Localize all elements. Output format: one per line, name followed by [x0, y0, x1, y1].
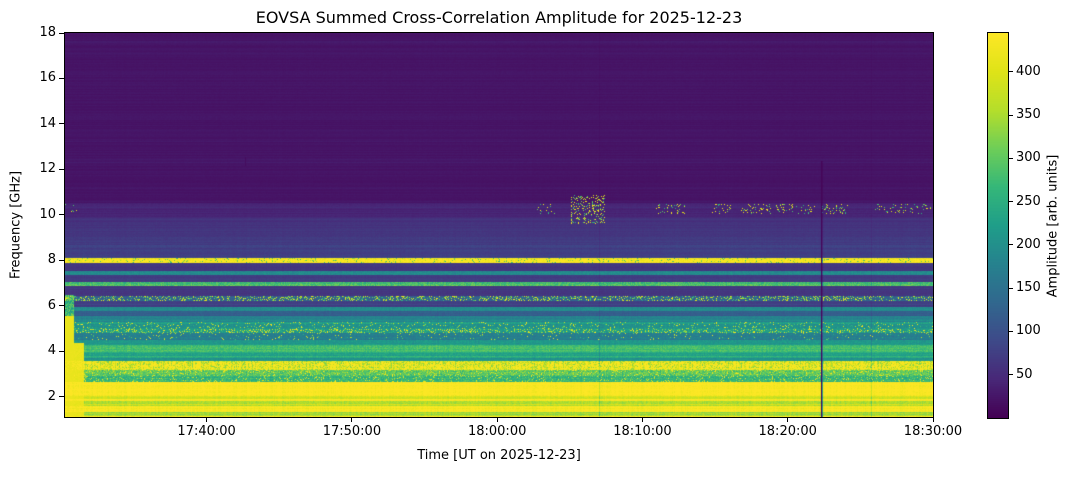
y-tick-label: 14 — [39, 115, 56, 131]
y-axis-tick — [59, 77, 64, 79]
spectrogram-heatmap — [65, 33, 933, 417]
x-axis-tick — [496, 418, 498, 422]
colorbar-frame — [987, 32, 1009, 419]
x-tick-label: 17:40:00 — [177, 424, 236, 439]
y-tick-label: 18 — [39, 25, 56, 40]
x-tick-label: 18:10:00 — [613, 424, 672, 439]
colorbar-tick — [1009, 244, 1013, 246]
x-axis-tick — [206, 418, 208, 422]
x-tick-label: 17:50:00 — [322, 424, 382, 439]
colorbar-gradient — [988, 33, 1008, 418]
colorbar-tick-label: 200 — [1016, 236, 1041, 252]
y-tick-label: 4 — [47, 343, 56, 359]
plot-frame — [64, 32, 934, 418]
y-axis-tick — [59, 168, 64, 170]
y-tick-label: 2 — [47, 388, 56, 404]
colorbar-tick — [1009, 287, 1013, 289]
colorbar-tick — [1009, 114, 1013, 116]
colorbar-label: Amplitude [arb. units] — [1045, 154, 1061, 298]
y-tick-label: 8 — [47, 252, 56, 268]
y-tick-label: 10 — [39, 206, 56, 222]
x-axis-tick — [641, 418, 643, 422]
chart-title: EOVSA Summed Cross-Correlation Amplitude… — [255, 8, 743, 27]
x-axis-tick — [351, 418, 353, 422]
colorbar-tick-label: 300 — [1016, 150, 1041, 166]
y-axis-tick — [59, 123, 64, 125]
y-axis-tick — [59, 396, 64, 398]
y-tick-label: 6 — [47, 297, 56, 313]
colorbar-tick — [1009, 374, 1013, 376]
colorbar-tick-label: 100 — [1016, 323, 1041, 339]
x-axis-tick — [787, 418, 789, 422]
x-tick-label: 18:20:00 — [758, 424, 817, 439]
colorbar-tick — [1009, 201, 1013, 203]
colorbar-tick-label: 350 — [1016, 107, 1041, 123]
y-axis-tick — [59, 350, 64, 352]
colorbar-tick — [1009, 330, 1013, 332]
y-tick-label: 16 — [39, 70, 56, 86]
colorbar-tick — [1009, 157, 1013, 159]
y-axis-tick — [59, 259, 64, 261]
colorbar-tick — [1009, 71, 1013, 73]
x-axis-tick — [932, 418, 934, 422]
x-tick-label: 18:30:00 — [903, 424, 963, 439]
y-axis-tick — [59, 305, 64, 307]
y-axis-tick — [59, 32, 64, 34]
colorbar-tick-label: 400 — [1016, 63, 1041, 79]
y-axis-label: Frequency [GHz] — [8, 170, 24, 280]
colorbar-tick-label: 250 — [1016, 193, 1041, 209]
colorbar-tick-label: 50 — [1016, 366, 1033, 382]
x-tick-label: 18:00:00 — [467, 424, 527, 439]
x-axis-label: Time [UT on 2025-12-23] — [417, 448, 581, 463]
y-tick-label: 12 — [39, 161, 56, 177]
y-axis-tick — [59, 214, 64, 216]
colorbar-tick-label: 150 — [1016, 280, 1041, 296]
